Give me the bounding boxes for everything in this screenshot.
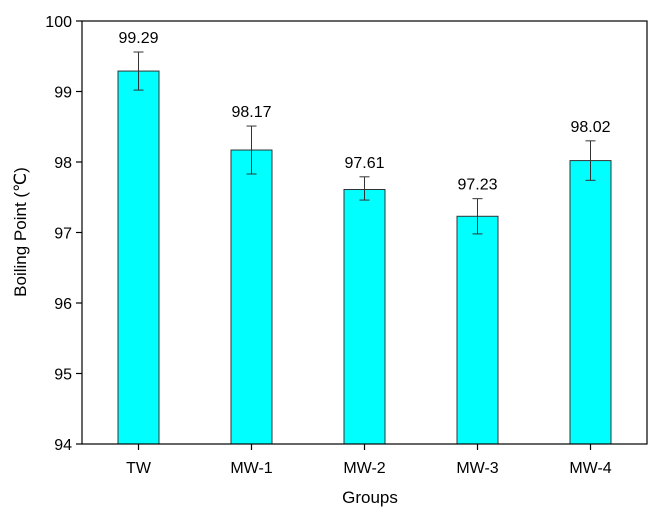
data-label-mw-4: 98.02 xyxy=(570,119,610,136)
y-tick-label-94: 94 xyxy=(54,437,72,454)
bar-mw-4 xyxy=(569,160,612,445)
bar-mw-3 xyxy=(456,215,499,445)
error-bars-group xyxy=(133,51,596,235)
bar-mw-2 xyxy=(343,188,386,445)
y-tick-label-97: 97 xyxy=(54,226,72,243)
bar-tw xyxy=(117,70,160,445)
x-tick-label-mw-1: MW-1 xyxy=(230,460,272,477)
data-label-mw-3: 97.23 xyxy=(457,177,497,194)
x-tick-label-tw: TW xyxy=(126,460,152,477)
y-tick-label-95: 95 xyxy=(54,367,72,384)
y-ticks-group: 94 95 96 97 98 99 100 xyxy=(45,14,82,454)
data-label-mw-1: 98.17 xyxy=(231,104,271,121)
bar-mw-1 xyxy=(230,149,273,445)
y-tick-label-96: 96 xyxy=(54,296,72,313)
data-labels-group: 99.29 98.17 97.61 97.23 98.02 xyxy=(118,30,610,194)
data-label-mw-2: 97.61 xyxy=(344,155,384,172)
y-axis-label: Boiling Point (℃) xyxy=(11,167,30,297)
data-label-tw: 99.29 xyxy=(118,30,158,47)
x-ticks-group: TW MW-1 MW-2 MW-3 MW-4 xyxy=(126,444,612,477)
y-tick-label-98: 98 xyxy=(54,155,72,172)
x-tick-label-mw-3: MW-3 xyxy=(456,460,498,477)
y-tick-label-100: 100 xyxy=(45,14,72,31)
x-tick-label-mw-2: MW-2 xyxy=(343,460,385,477)
x-tick-label-mw-4: MW-4 xyxy=(569,460,611,477)
bars-group xyxy=(117,70,612,445)
y-tick-label-99: 99 xyxy=(54,85,72,102)
x-axis-label: Groups xyxy=(342,488,398,507)
